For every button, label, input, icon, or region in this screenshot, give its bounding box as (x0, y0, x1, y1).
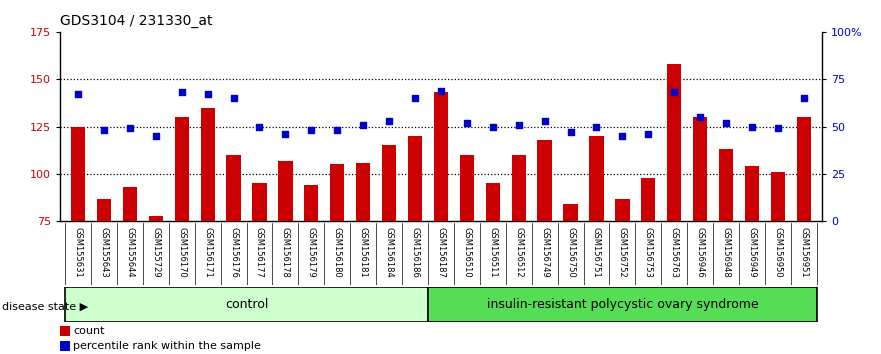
Text: GSM156512: GSM156512 (515, 227, 523, 278)
Bar (122, 187, 137, 221)
Bar (252, 183, 267, 221)
Point (149, 133, 163, 139)
Text: GDS3104 / 231330_at: GDS3104 / 231330_at (60, 14, 212, 28)
Point (356, 122, 370, 127)
Point (330, 127, 344, 133)
Bar (485, 183, 500, 221)
Bar (433, 92, 448, 221)
Bar (615, 199, 630, 221)
Bar (356, 162, 370, 221)
Text: GSM156750: GSM156750 (566, 227, 575, 278)
Text: GSM156950: GSM156950 (774, 227, 782, 278)
Text: GSM156951: GSM156951 (799, 227, 809, 278)
Text: count: count (73, 326, 105, 336)
Bar (65, 287, 428, 322)
Bar (382, 145, 396, 221)
Point (434, 88, 448, 93)
Bar (537, 140, 552, 221)
Point (485, 124, 500, 130)
Point (537, 118, 552, 124)
Text: GSM156749: GSM156749 (540, 227, 549, 278)
Text: disease state ▶: disease state ▶ (2, 301, 88, 311)
Text: GSM156511: GSM156511 (488, 227, 497, 278)
Text: GSM155644: GSM155644 (125, 227, 135, 278)
Text: GSM155729: GSM155729 (152, 227, 160, 278)
Bar (97, 199, 111, 221)
Bar (719, 149, 733, 221)
Text: insulin-resistant polycystic ovary syndrome: insulin-resistant polycystic ovary syndr… (486, 298, 759, 311)
Point (278, 131, 292, 137)
Bar (60, 326, 70, 336)
Bar (744, 166, 759, 221)
Text: GSM156946: GSM156946 (696, 227, 705, 278)
Point (796, 95, 811, 101)
Point (174, 90, 189, 95)
Text: GSM156179: GSM156179 (307, 227, 315, 278)
Text: GSM156184: GSM156184 (385, 227, 394, 278)
Bar (641, 178, 655, 221)
Point (382, 118, 396, 124)
Text: GSM156752: GSM156752 (618, 227, 627, 278)
Text: GSM156751: GSM156751 (592, 227, 601, 278)
Bar (564, 204, 578, 221)
Point (615, 133, 629, 139)
Bar (149, 216, 163, 221)
Bar (330, 164, 344, 221)
Bar (174, 117, 189, 221)
Point (408, 95, 422, 101)
Text: GSM156170: GSM156170 (177, 227, 186, 278)
Text: GSM156177: GSM156177 (255, 227, 264, 278)
Point (71, 92, 85, 97)
Text: GSM156510: GSM156510 (463, 227, 471, 278)
Point (693, 114, 707, 120)
Bar (201, 108, 215, 221)
Point (97, 127, 111, 133)
Bar (796, 117, 811, 221)
Text: GSM156949: GSM156949 (747, 227, 757, 278)
Point (719, 120, 733, 126)
Point (564, 130, 578, 135)
Bar (667, 64, 681, 221)
Text: GSM156171: GSM156171 (204, 227, 212, 278)
Bar (460, 155, 474, 221)
Point (304, 127, 318, 133)
Text: GSM156178: GSM156178 (281, 227, 290, 278)
Bar (693, 117, 707, 221)
Point (226, 95, 241, 101)
Point (460, 120, 474, 126)
Text: GSM156948: GSM156948 (722, 227, 730, 278)
Text: GSM155631: GSM155631 (73, 227, 83, 278)
Text: percentile rank within the sample: percentile rank within the sample (73, 341, 261, 352)
Point (253, 124, 267, 130)
Text: GSM156186: GSM156186 (411, 227, 419, 278)
Text: GSM155643: GSM155643 (100, 227, 108, 278)
Bar (428, 287, 817, 322)
Point (667, 90, 681, 95)
Point (589, 124, 603, 130)
Bar (226, 155, 241, 221)
Text: GSM156176: GSM156176 (229, 227, 238, 278)
Bar (512, 155, 526, 221)
Point (201, 92, 215, 97)
Text: control: control (225, 298, 268, 311)
Point (771, 126, 785, 131)
Bar (60, 341, 70, 352)
Bar (71, 127, 85, 221)
Text: GSM156187: GSM156187 (436, 227, 446, 278)
Text: GSM156180: GSM156180 (333, 227, 342, 278)
Bar (408, 136, 422, 221)
Point (745, 124, 759, 130)
Text: GSM156753: GSM156753 (644, 227, 653, 278)
Point (512, 122, 526, 127)
Bar (589, 136, 603, 221)
Text: GSM156763: GSM156763 (670, 227, 678, 278)
Bar (304, 185, 318, 221)
Text: GSM156181: GSM156181 (359, 227, 367, 278)
Bar (771, 172, 785, 221)
Point (641, 131, 655, 137)
Point (122, 126, 137, 131)
Bar (278, 161, 292, 221)
